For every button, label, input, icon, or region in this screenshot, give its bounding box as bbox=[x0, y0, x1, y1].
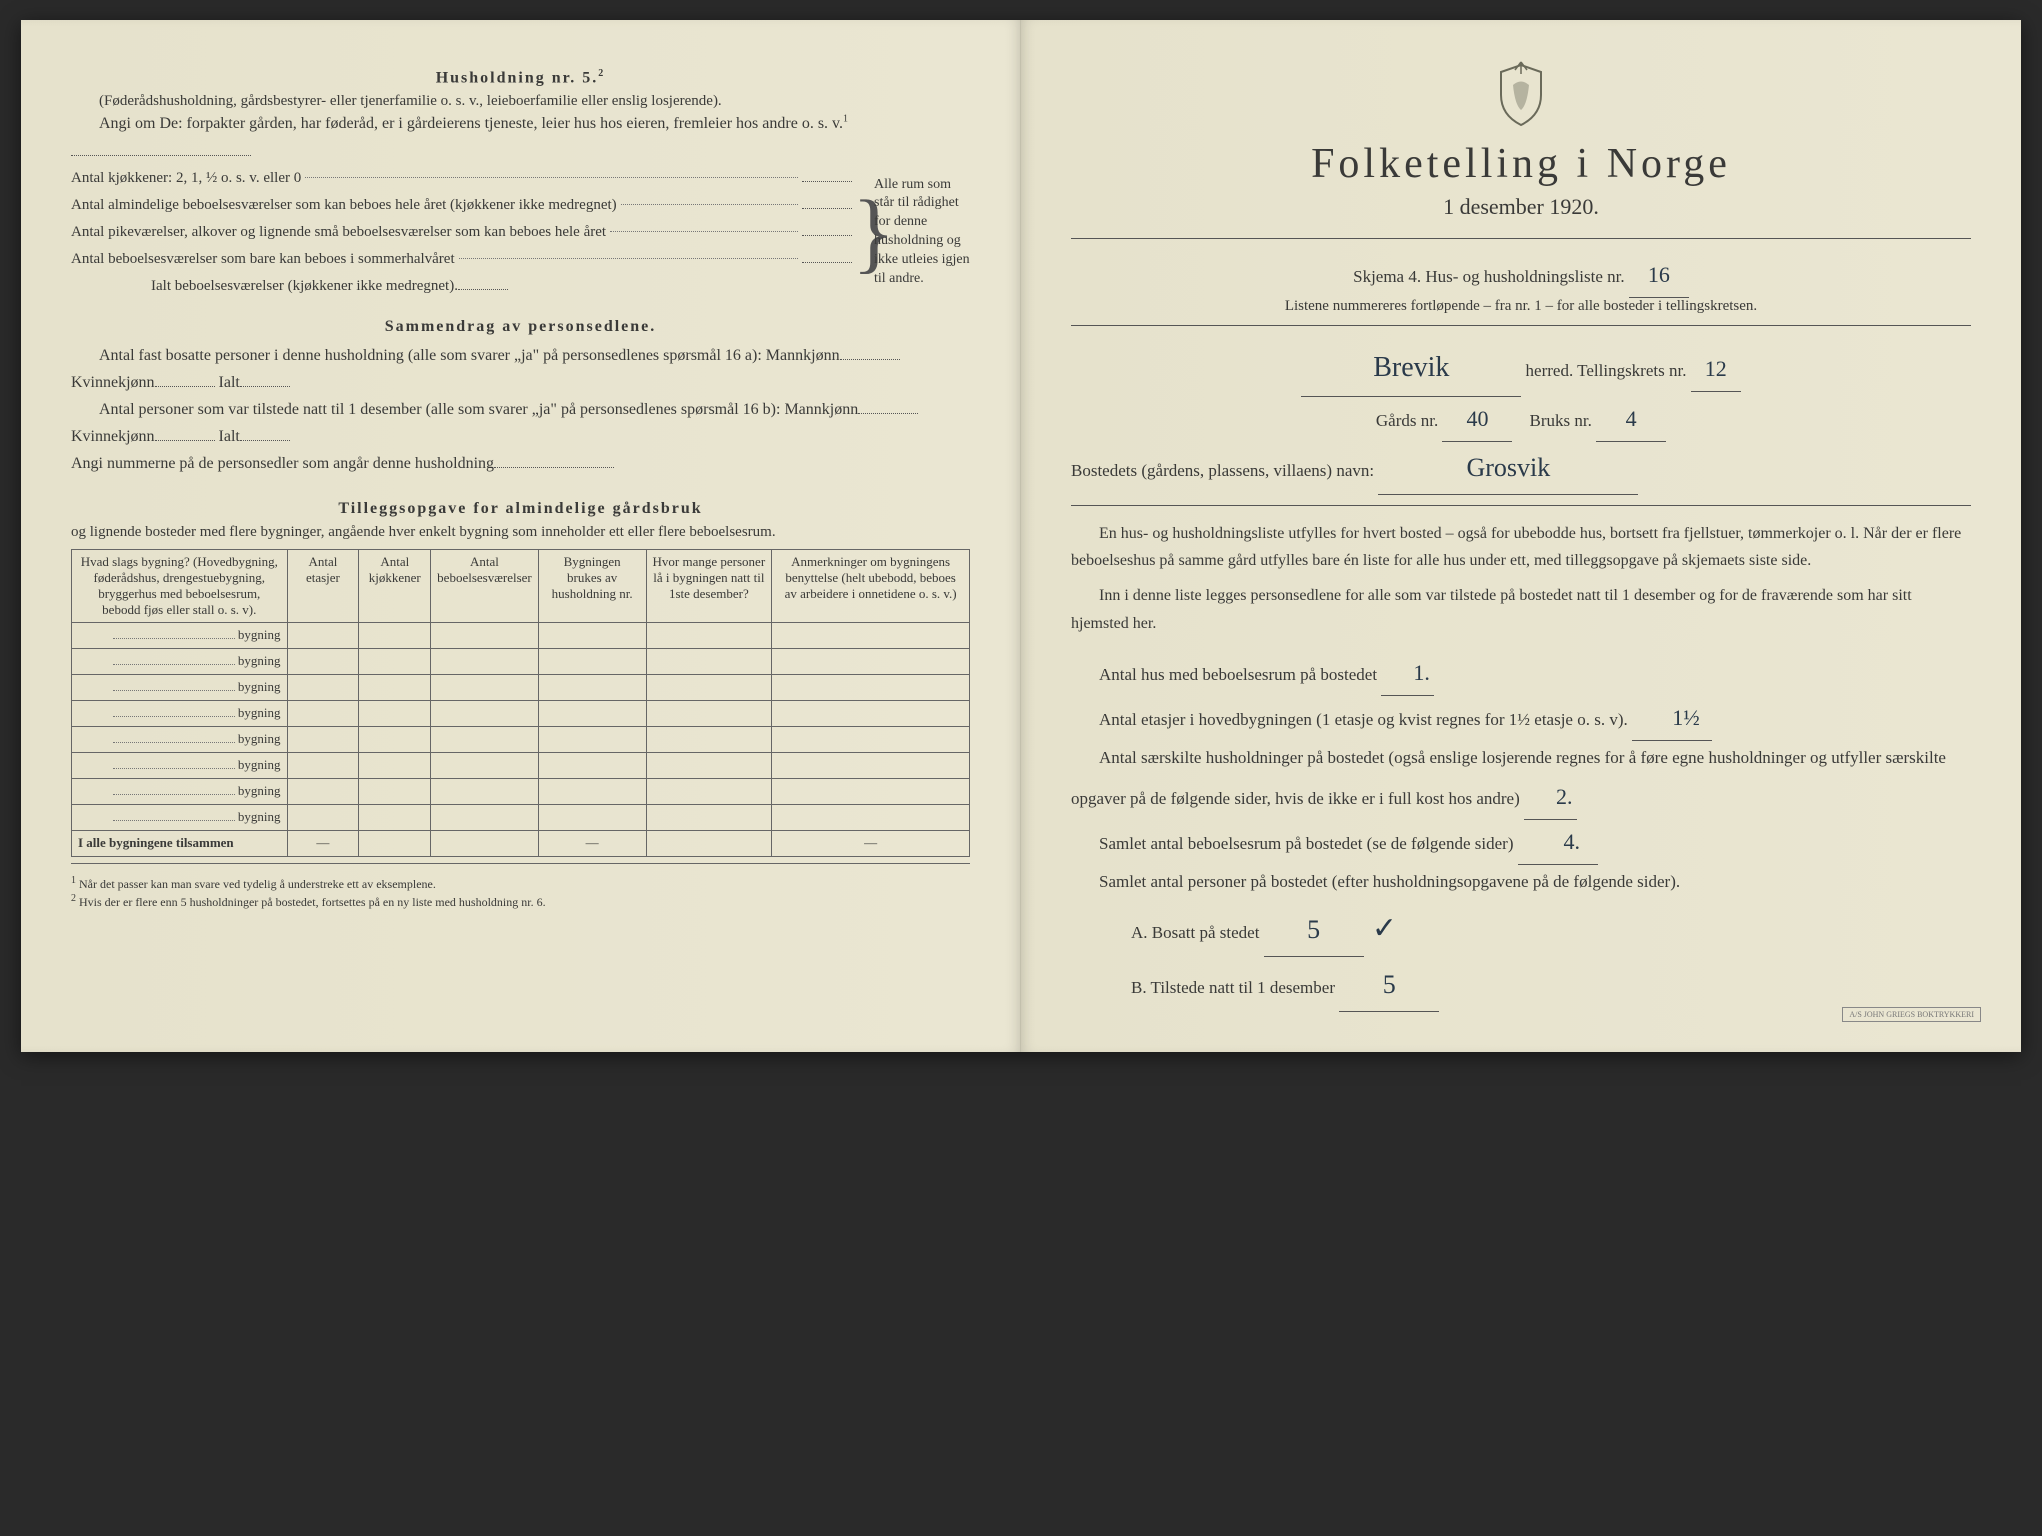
table-row: bygning bbox=[72, 726, 970, 752]
krets-value: 12 bbox=[1691, 347, 1741, 392]
ialt-label: Ialt beboelsesværelser (kjøkkener ikke m… bbox=[151, 273, 458, 300]
pike-label: Antal pikeværelser, alkover og lignende … bbox=[71, 219, 606, 246]
skjema-nr-value: 16 bbox=[1629, 253, 1689, 298]
tilstede-b-line: B. Tilstede natt til 1 desember 5 bbox=[1131, 959, 1971, 1012]
table-header-row: Hvad slags bygning? (Hovedbygning, føder… bbox=[72, 549, 970, 622]
tillegg-sub: og lignende bosteder med flere bygninger… bbox=[71, 524, 970, 541]
table-row: bygning bbox=[72, 700, 970, 726]
hushold-value: 2. bbox=[1524, 775, 1577, 820]
subtitle: 1 desember 1920. bbox=[1071, 194, 1971, 220]
main-title: Folketelling i Norge bbox=[1071, 140, 1971, 188]
document-spread: Husholdning nr. 5.2 (Føderådshusholdning… bbox=[21, 20, 2021, 1052]
table-row: bygning bbox=[72, 674, 970, 700]
kjokkener-label: Antal kjøkkener: 2, 1, ½ o. s. v. eller … bbox=[71, 165, 301, 192]
table-row: bygning bbox=[72, 804, 970, 830]
sammendrag-title: Sammendrag av personsedlene. bbox=[71, 318, 970, 336]
para2: Inn i denne liste legges personsedlene f… bbox=[1071, 582, 1971, 636]
angi-nummerne: Angi nummerne på de personsedler som ang… bbox=[71, 450, 970, 477]
bosatt-line: A. Bosatt på stedet 5 ✓ bbox=[1131, 899, 1971, 959]
rooms-block: Antal kjøkkener: 2, 1, ½ o. s. v. eller … bbox=[71, 165, 970, 300]
gards-line: Gårds nr. 40 Bruks nr. 4 bbox=[1071, 397, 1971, 442]
sommer-label: Antal beboelsesværelser som bare kan beb… bbox=[71, 246, 455, 273]
antal-hus-line: Antal hus med beboelsesrum på bostedet 1… bbox=[1071, 651, 1971, 696]
th-bygning: Hvad slags bygning? (Hovedbygning, føder… bbox=[72, 549, 288, 622]
th-personer: Hvor mange personer lå i bygningen natt … bbox=[646, 549, 772, 622]
th-kjokkener: Antal kjøkkener bbox=[359, 549, 431, 622]
buildings-table: Hvad slags bygning? (Hovedbygning, føder… bbox=[71, 549, 970, 857]
right-page: Folketelling i Norge 1 desember 1920. Sk… bbox=[1021, 20, 2021, 1052]
left-page: Husholdning nr. 5.2 (Føderådshusholdning… bbox=[21, 20, 1021, 1052]
coat-of-arms-icon bbox=[1491, 60, 1551, 130]
herred-line: Brevik herred. Tellingskrets nr. 12 bbox=[1071, 340, 1971, 397]
table-footer-row: I alle bygningene tilsammen — — — bbox=[72, 830, 970, 856]
herred-value: Brevik bbox=[1301, 340, 1521, 397]
etasjer-line: Antal etasjer i hovedbygningen (1 etasje… bbox=[1071, 696, 1971, 741]
tilstede-value: 5 bbox=[1339, 959, 1439, 1012]
samlet-pers-line: Samlet antal personer på bostedet (efter… bbox=[1071, 865, 1971, 899]
bosted-value: Grosvik bbox=[1378, 442, 1638, 495]
table-row: bygning bbox=[72, 778, 970, 804]
husholdning-title: Husholdning nr. 5.2 bbox=[71, 68, 970, 87]
angi-intro: Angi om De: forpakter gården, har føderå… bbox=[71, 110, 970, 164]
th-beboelse: Antal beboelsesværelser bbox=[431, 549, 539, 622]
bruks-value: 4 bbox=[1596, 397, 1666, 442]
para1: En hus- og husholdningsliste utfylles fo… bbox=[1071, 520, 1971, 574]
footer-label: I alle bygningene tilsammen bbox=[72, 830, 288, 856]
antal-hus-value: 1. bbox=[1381, 651, 1434, 696]
listene-note: Listene nummereres fortløpende – fra nr.… bbox=[1071, 298, 1971, 315]
bosted-line: Bostedets (gårdens, plassens, villaens) … bbox=[1071, 442, 1971, 495]
header-block: Folketelling i Norge 1 desember 1920. bbox=[1071, 60, 1971, 220]
husholdning-parenthetical: (Føderådshusholdning, gårdsbestyrer- ell… bbox=[71, 93, 970, 110]
hushold-line: Antal særskilte husholdninger på bostede… bbox=[1071, 741, 1971, 820]
fast-bosatte: Antal fast bosatte personer i denne hush… bbox=[71, 342, 970, 396]
table-row: bygning bbox=[72, 648, 970, 674]
samlet-rum-line: Samlet antal beboelsesrum på bostedet (s… bbox=[1071, 820, 1971, 865]
tilstede-line: Antal personer som var tilstede natt til… bbox=[71, 396, 970, 450]
table-row: bygning bbox=[72, 752, 970, 778]
footnotes: 1 Når det passer kan man svare ved tydel… bbox=[71, 874, 970, 912]
skjema-line: Skjema 4. Hus- og husholdningsliste nr. … bbox=[1071, 253, 1971, 298]
th-brukes: Bygningen brukes av husholdning nr. bbox=[538, 549, 646, 622]
gards-value: 40 bbox=[1442, 397, 1512, 442]
th-anmerkninger: Anmerkninger om bygningens benyttelse (h… bbox=[772, 549, 970, 622]
table-row: bygning bbox=[72, 622, 970, 648]
samlet-rum-value: 4. bbox=[1518, 820, 1598, 865]
brace-text: Alle rum som står til rådighet for denne… bbox=[870, 176, 970, 289]
alm-label: Antal almindelige beboelsesværelser som … bbox=[71, 192, 617, 219]
brace-icon: } bbox=[852, 192, 870, 273]
tillegg-title: Tilleggsopgave for almindelige gårdsbruk bbox=[71, 500, 970, 518]
etasjer-value: 1½ bbox=[1632, 696, 1712, 741]
printer-stamp: A/S JOHN GRIEGS BOKTRYKKERI bbox=[1842, 1007, 1981, 1022]
bosatt-value: 5 bbox=[1264, 904, 1364, 957]
th-etasjer: Antal etasjer bbox=[287, 549, 359, 622]
